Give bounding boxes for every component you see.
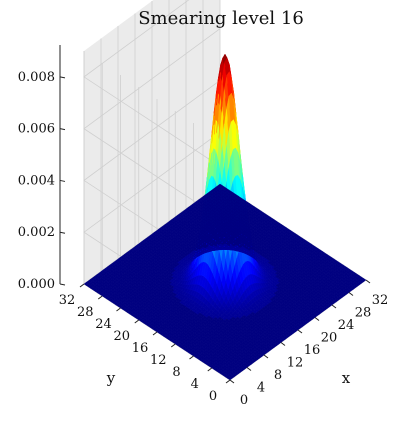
- x-tick: [297, 329, 303, 334]
- surface-cell: [361, 278, 367, 282]
- y-tick: [79, 283, 85, 288]
- x-tick-label: 32: [372, 293, 389, 308]
- y-tick: [207, 367, 213, 372]
- z-tick-label: 0.000: [18, 277, 55, 292]
- z-tick: [59, 179, 66, 182]
- y-tick: [116, 307, 121, 312]
- tick-labels: 0481216202428320481216202428320.0000.002…: [18, 70, 388, 408]
- x-tick-label: 24: [338, 318, 355, 333]
- x-tick-label: 28: [355, 306, 372, 321]
- y-tick: [189, 355, 194, 360]
- y-tick-label: 16: [132, 341, 149, 356]
- z-tick: [59, 76, 66, 79]
- chart-title: Smearing level 16: [138, 8, 304, 29]
- x-tick: [365, 279, 371, 284]
- y-tick-label: 4: [191, 377, 199, 392]
- x-tick-label: 12: [287, 356, 304, 371]
- y-tick-label: 32: [59, 293, 76, 308]
- z-tick-label: 0.008: [18, 70, 55, 85]
- y-tick-label: 28: [77, 305, 94, 320]
- y-axis-label: y: [106, 369, 116, 387]
- grid-line-z: [83, 0, 231, 174]
- y-tick: [225, 379, 231, 384]
- x-tick: [280, 342, 286, 346]
- y-tick-label: 0: [209, 389, 217, 404]
- x-tick-label: 20: [321, 331, 338, 346]
- y-tick: [134, 319, 140, 324]
- x-tick-label: 4: [257, 381, 265, 396]
- z-tick-label: 0.006: [18, 122, 55, 137]
- x-tick-label: 8: [274, 368, 282, 383]
- y-tick-label: 8: [172, 365, 180, 380]
- tick-marks: [59, 45, 371, 384]
- y-tick: [152, 331, 158, 336]
- x-tick-label: 0: [240, 393, 248, 408]
- y-tick-label: 24: [95, 317, 112, 332]
- surface-plot: [83, 53, 367, 381]
- y-tick-label: 20: [113, 329, 130, 344]
- x-tick: [263, 354, 269, 359]
- z-tick: [59, 283, 66, 286]
- y-tick-label: 12: [150, 353, 167, 368]
- grid-line-z: [83, 28, 231, 226]
- z-tick-label: 0.004: [18, 173, 55, 188]
- y-tick: [97, 295, 103, 300]
- y-tick: [170, 343, 176, 348]
- x-tick: [246, 367, 252, 371]
- x-tick: [229, 379, 235, 384]
- x-tick-label: 16: [304, 343, 321, 358]
- z-tick: [59, 128, 66, 131]
- x-tick: [331, 304, 337, 309]
- x-tick: [314, 317, 320, 321]
- x-axis-label: x: [342, 369, 351, 387]
- z-tick-label: 0.002: [18, 225, 55, 240]
- z-tick: [59, 231, 66, 234]
- x-tick: [348, 292, 354, 296]
